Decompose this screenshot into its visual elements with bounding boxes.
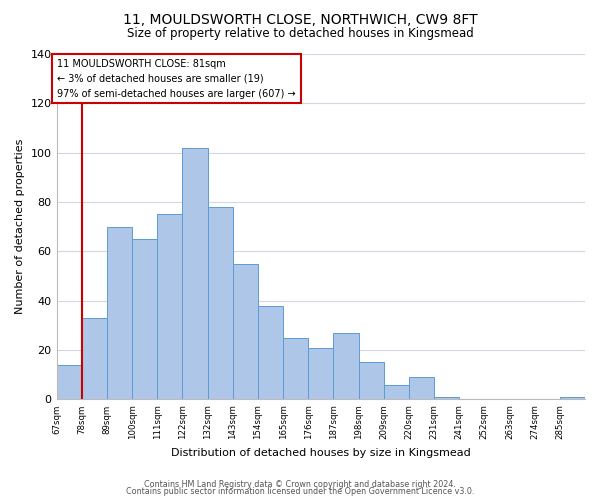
Bar [434, 397, 459, 400]
Bar [334, 333, 359, 400]
X-axis label: Distribution of detached houses by size in Kingsmead: Distribution of detached houses by size … [171, 448, 470, 458]
Text: Contains HM Land Registry data © Crown copyright and database right 2024.: Contains HM Land Registry data © Crown c… [144, 480, 456, 489]
Bar [359, 362, 383, 400]
Text: Contains public sector information licensed under the Open Government Licence v3: Contains public sector information licen… [126, 488, 474, 496]
Bar [82, 318, 107, 400]
Bar [560, 397, 585, 400]
Text: Size of property relative to detached houses in Kingsmead: Size of property relative to detached ho… [127, 28, 473, 40]
Bar [409, 377, 434, 400]
Bar [157, 214, 182, 400]
Bar [383, 384, 409, 400]
Bar [107, 226, 132, 400]
Y-axis label: Number of detached properties: Number of detached properties [15, 139, 25, 314]
Bar [208, 207, 233, 400]
Bar [283, 338, 308, 400]
Text: 11 MOULDSWORTH CLOSE: 81sqm
← 3% of detached houses are smaller (19)
97% of semi: 11 MOULDSWORTH CLOSE: 81sqm ← 3% of deta… [57, 59, 296, 98]
Bar [233, 264, 258, 400]
Text: 11, MOULDSWORTH CLOSE, NORTHWICH, CW9 8FT: 11, MOULDSWORTH CLOSE, NORTHWICH, CW9 8F… [122, 12, 478, 26]
Bar [132, 239, 157, 400]
Bar [258, 306, 283, 400]
Bar [56, 365, 82, 400]
Bar [182, 148, 208, 400]
Bar [308, 348, 334, 400]
